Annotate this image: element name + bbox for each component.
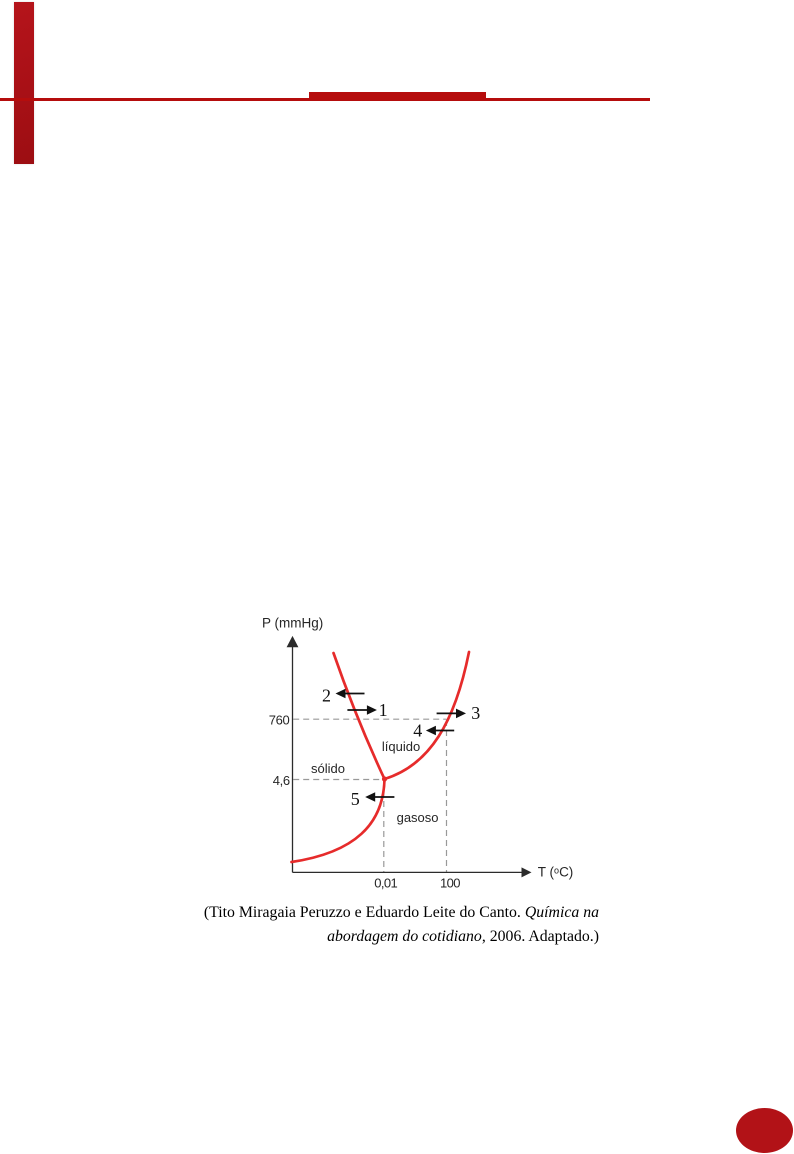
svg-text:100: 100 <box>440 876 460 891</box>
svg-text:líquido: líquido <box>382 739 420 754</box>
svg-text:3: 3 <box>471 703 480 723</box>
svg-text:0,01: 0,01 <box>374 876 397 891</box>
svg-text:5: 5 <box>351 789 360 809</box>
svg-text:2: 2 <box>322 685 331 705</box>
svg-text:760: 760 <box>269 712 290 727</box>
svg-text:gasoso: gasoso <box>397 810 439 825</box>
svg-text:T (oC): T (oC) <box>538 865 574 880</box>
svg-text:4,6: 4,6 <box>273 773 290 788</box>
svg-text:sólido: sólido <box>311 761 345 776</box>
svg-text:4: 4 <box>413 720 422 740</box>
svg-text:P (mmHg): P (mmHg) <box>262 616 323 631</box>
svg-text:1: 1 <box>379 700 388 720</box>
